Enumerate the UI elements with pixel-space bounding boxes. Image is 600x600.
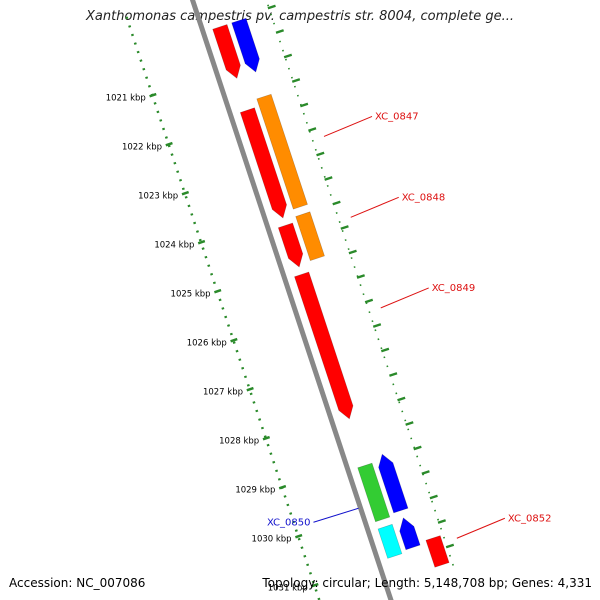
- gene-feature[interactable]: [377, 523, 403, 559]
- outer-tick: [429, 494, 438, 500]
- outer-tick: [372, 323, 382, 328]
- ruler-major-tick: [197, 239, 206, 245]
- gene-feature[interactable]: [399, 517, 421, 551]
- ruler-major-tick: [246, 386, 254, 392]
- summary-text: Topology: circular; Length: 5,148,708 bp…: [262, 576, 592, 590]
- gene-feature[interactable]: [294, 271, 354, 420]
- gene-feature[interactable]: [425, 535, 450, 568]
- gene-label-leader: [350, 196, 399, 218]
- ruler-major-tick: [165, 141, 173, 147]
- ruler-major-tick: [181, 190, 190, 196]
- outer-tick: [389, 372, 398, 377]
- ruler-label: 1021 kbp: [106, 94, 146, 104]
- map-title: Xanthomonas campestris pv. campestris st…: [86, 9, 514, 24]
- ruler-label: 1023 kbp: [138, 192, 178, 202]
- accession-text: Accession: NC_007086: [9, 576, 146, 590]
- gene-label-leader: [323, 115, 373, 137]
- outer-tick: [316, 151, 325, 157]
- outer-tick: [291, 78, 301, 83]
- ruler-major-tick: [213, 288, 222, 294]
- outer-tick: [413, 445, 422, 451]
- gene-labels[interactable]: XC_0847 XC_0848 XC_0849 XC_0850 XC_0852: [267, 112, 552, 539]
- ruler-label: 1022 kbp: [122, 143, 162, 153]
- outer-tick: [437, 519, 446, 524]
- outer-tick: [405, 421, 414, 426]
- ruler-label: 1029 kbp: [235, 486, 275, 496]
- gene-feature[interactable]: [277, 222, 304, 268]
- gene-label[interactable]: XC_0850: [267, 517, 311, 528]
- outer-dotted-line: [265, 0, 456, 572]
- ruler-label: 1031 kbp: [268, 584, 308, 594]
- outer-tick: [267, 4, 276, 10]
- gene-feature[interactable]: [256, 93, 308, 210]
- backbone-line: [189, 0, 394, 600]
- outer-tick-dashes: [265, 0, 456, 572]
- outer-tick: [332, 200, 341, 206]
- outer-tick: [397, 396, 406, 402]
- ruler-label: 1027 kbp: [203, 388, 243, 398]
- gene-feature[interactable]: [231, 17, 260, 73]
- gene-label[interactable]: XC_0848: [402, 192, 446, 203]
- gene-label-leader: [456, 517, 506, 539]
- gene-feature[interactable]: [357, 462, 391, 523]
- gene-feature[interactable]: [378, 453, 409, 514]
- ruler-major-tick: [149, 92, 157, 98]
- gene-label[interactable]: XC_0847: [375, 112, 419, 123]
- outer-tick: [275, 29, 284, 34]
- ruler-major-tick: [262, 435, 271, 441]
- outer-tick: [421, 470, 430, 475]
- outer-tick: [324, 176, 333, 181]
- outer-tick: [299, 102, 309, 108]
- ruler-label: 1026 kbp: [187, 339, 227, 349]
- outer-tick: [356, 274, 365, 279]
- outer-tick: [340, 225, 349, 230]
- ruler-label: 1024 kbp: [154, 241, 194, 251]
- ruler-major-tick: [278, 484, 287, 490]
- ruler-label: 1028 kbp: [219, 437, 259, 447]
- gene-features[interactable]: [212, 17, 450, 568]
- ruler-major-tick: [230, 337, 238, 343]
- ruler-major-tick: [311, 582, 319, 588]
- ruler: 1021 kbp 1022 kbp 1023 kbp 1024 kbp 1025 kbp…: [106, 16, 321, 600]
- gene-label[interactable]: XC_0852: [508, 513, 552, 524]
- outer-tick: [283, 53, 293, 59]
- genome-backbone: [189, 0, 394, 600]
- ruler-major-tick: [294, 533, 303, 539]
- gene-label-leader: [380, 287, 429, 309]
- gene-label[interactable]: XC_0849: [432, 283, 476, 294]
- outer-tick: [348, 249, 357, 255]
- gene-feature[interactable]: [212, 24, 241, 79]
- gene-feature[interactable]: [239, 107, 287, 219]
- ruler-label: 1025 kbp: [171, 290, 211, 300]
- gene-label-leader: [313, 507, 359, 523]
- outer-tick: [308, 127, 317, 132]
- outer-tick: [364, 298, 374, 304]
- outer-tick: [380, 347, 390, 353]
- outer-tick: [445, 543, 455, 549]
- gene-feature[interactable]: [295, 211, 325, 261]
- ruler-label: 1030 kbp: [252, 535, 292, 545]
